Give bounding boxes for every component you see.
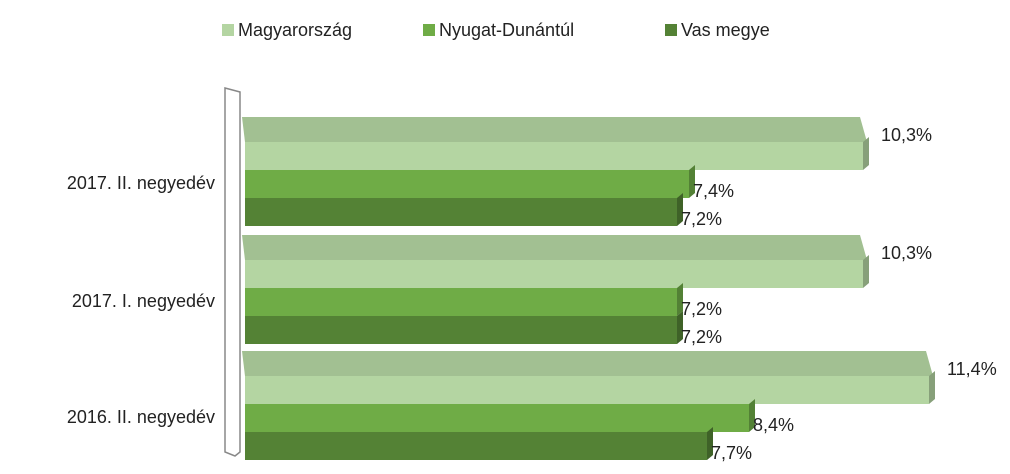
- value-label: 8,4%: [753, 415, 794, 435]
- category-label: 2017. I. negyedév: [72, 291, 215, 311]
- bar: [245, 260, 863, 288]
- category-label: 2017. II. negyedév: [67, 173, 215, 193]
- legend-label: Magyarország: [238, 20, 352, 40]
- bar-side: [863, 255, 869, 288]
- legend-label: Nyugat-Dunántúl: [439, 20, 574, 40]
- bar-side: [863, 137, 869, 170]
- bar-top: [242, 235, 867, 260]
- legend-swatch: [423, 24, 435, 36]
- bar: [245, 142, 863, 170]
- value-label: 10,3%: [881, 125, 932, 145]
- value-label: 7,2%: [681, 209, 722, 229]
- legend-swatch: [222, 24, 234, 36]
- bar-side: [677, 311, 683, 344]
- legend-label: Vas megye: [681, 20, 770, 40]
- depth-wall: [224, 87, 241, 457]
- value-label: 7,2%: [681, 327, 722, 347]
- value-label: 7,7%: [711, 443, 752, 463]
- bar: [245, 170, 689, 198]
- value-label: 11,4%: [947, 359, 997, 379]
- bar: [245, 432, 707, 460]
- bar: [245, 404, 749, 432]
- legend-swatch: [665, 24, 677, 36]
- bar-side: [707, 427, 713, 460]
- bar: [245, 376, 929, 404]
- bar: [245, 316, 677, 344]
- bar-side: [749, 399, 755, 432]
- value-label: 7,2%: [681, 299, 722, 319]
- value-label: 10,3%: [881, 243, 932, 263]
- bar-top: [242, 117, 867, 142]
- category-label: 2016. II. negyedév: [67, 407, 215, 427]
- bar-side: [677, 193, 683, 226]
- bar: [245, 198, 677, 226]
- bar: [245, 288, 677, 316]
- bar-side: [689, 165, 695, 198]
- bar-top: [242, 351, 933, 376]
- bar-side: [929, 371, 935, 404]
- bar-side: [677, 283, 683, 316]
- value-label: 7,4%: [693, 181, 734, 201]
